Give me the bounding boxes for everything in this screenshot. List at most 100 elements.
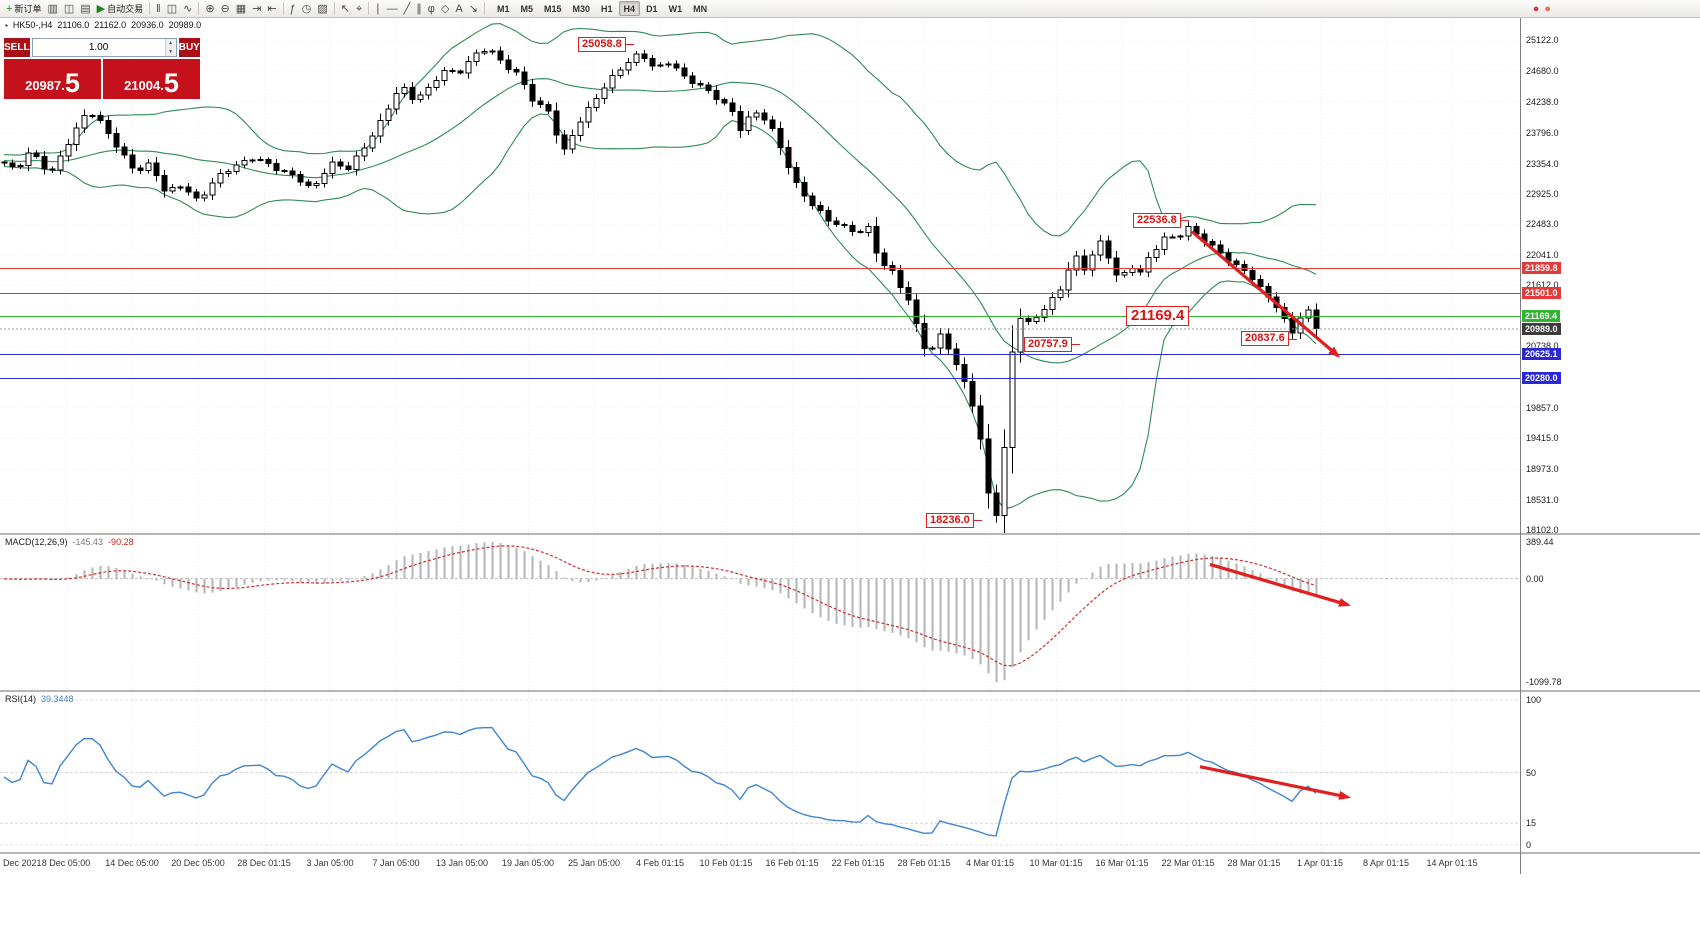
trend-arrow[interactable]: [1209, 562, 1351, 607]
trendline-button[interactable]: ╱: [402, 1, 413, 17]
market-watch-icon: ▥: [47, 2, 58, 15]
ohlc-low: 20936.0: [131, 20, 164, 30]
rsi-pane[interactable]: RSI(14) 39.3448: [0, 692, 1700, 852]
price-annotation[interactable]: 20837.6: [1241, 331, 1297, 347]
timeframe-d1[interactable]: D1: [646, 4, 658, 14]
ohlc-high: 21162.0: [94, 20, 127, 30]
periods-button[interactable]: ◷: [300, 1, 314, 17]
notification-icon[interactable]: ●: [1544, 2, 1551, 15]
price-tick: 23354.0: [1526, 158, 1559, 169]
level-price-label: 20280.0: [1522, 372, 1561, 385]
horizontal-line-button[interactable]: ―: [385, 1, 400, 17]
price-annotation[interactable]: 21169.4: [1126, 306, 1190, 327]
market-watch-button[interactable]: ▥: [45, 1, 59, 17]
price-tick: 19415.0: [1526, 433, 1559, 444]
line-chart-button[interactable]: ∿: [181, 1, 194, 17]
cursor-button[interactable]: ↖: [339, 1, 352, 17]
data-window-icon: ◫: [63, 2, 75, 15]
plus-icon: +: [6, 2, 13, 15]
timeframe-h4[interactable]: H4: [618, 1, 641, 16]
new-order-button-label: 新订单: [14, 3, 42, 14]
price-annotation[interactable]: 20757.9: [1024, 336, 1080, 352]
main-chart-surface[interactable]: [0, 18, 1521, 533]
bar-chart-icon: ‖: [156, 2, 161, 15]
text-button[interactable]: A: [453, 1, 464, 17]
volume-up-button[interactable]: ▲: [165, 39, 176, 48]
shapes-icon: ◇: [440, 2, 450, 15]
rsi-tick: 100: [1526, 694, 1542, 705]
trend-arrow[interactable]: [1190, 230, 1341, 358]
timeframe-mn[interactable]: MN: [693, 4, 708, 14]
macd-signal-line: [3, 545, 1317, 667]
zoom-in-button[interactable]: ⊕: [203, 1, 216, 17]
rsi-tick: 15: [1526, 818, 1537, 829]
tile-windows-icon: ▦: [235, 2, 247, 15]
navigator-button[interactable]: ▤: [78, 1, 92, 17]
candlestick-chart-button[interactable]: ◫: [165, 1, 179, 17]
tile-windows-button[interactable]: ▦: [234, 1, 248, 17]
community-icon[interactable]: ●: [1532, 2, 1540, 15]
templates-button[interactable]: ▨: [315, 1, 329, 17]
channel-button[interactable]: ∥: [414, 1, 424, 17]
zoom-out-button[interactable]: ⊖: [219, 1, 232, 17]
navigator-icon: ▤: [80, 2, 91, 15]
time-tick-label: 8 Dec 05:00: [41, 858, 91, 868]
main-chart-pane[interactable]: ▪ HK50-,H4 21106.0 21162.0 20936.0 20989…: [0, 18, 1700, 533]
macd-pane[interactable]: MACD(12,26,9) -145.43 -90.28: [0, 535, 1700, 690]
bar-chart-button[interactable]: ‖: [154, 1, 163, 17]
macd-main-value: -145.43: [72, 537, 104, 547]
price-tick: 23796.0: [1526, 127, 1559, 138]
timeframe-m30[interactable]: M30: [572, 4, 591, 14]
crosshair-button[interactable]: ⌖: [354, 1, 364, 17]
buy-price[interactable]: 21004. 5: [103, 59, 200, 99]
pane-splitter[interactable]: [0, 533, 1700, 535]
chart-shift-button[interactable]: ⇤: [265, 1, 278, 17]
price-axis[interactable]: 25122.0 24680.0 24238.0 23796.0 23354.0 22925…: [1521, 0, 1700, 940]
bollinger-upper-line: [3, 23, 1317, 237]
macd-label: MACD(12,26,9) -145.43 -90.28: [5, 537, 134, 547]
zoom-out-icon: ⊖: [220, 2, 230, 15]
trend-arrow[interactable]: [1199, 765, 1351, 800]
macd-surface[interactable]: [0, 535, 1521, 690]
volume-input[interactable]: [32, 39, 165, 56]
toolbar-separator: [198, 2, 200, 15]
data-window-button[interactable]: ◫: [62, 1, 76, 17]
sell-price[interactable]: 20987. 5: [4, 59, 101, 99]
time-tick-label: 3 Jan 05:00: [306, 858, 354, 868]
rsi-tick: 50: [1526, 767, 1537, 778]
timeframe-h1[interactable]: H1: [601, 4, 613, 14]
sell-button[interactable]: SELL: [4, 38, 30, 57]
shapes-button[interactable]: ◇: [439, 1, 451, 17]
price-tick: 21612.0: [1526, 280, 1559, 291]
new-order-button[interactable]: + 新订单: [4, 1, 43, 17]
time-tick-label: 25 Jan 05:00: [567, 858, 621, 868]
rsi-surface[interactable]: [0, 692, 1521, 852]
buy-button[interactable]: BUY: [178, 38, 200, 57]
timeframe-w1[interactable]: W1: [668, 4, 683, 14]
time-tick-label: 13 Jan 05:00: [435, 858, 489, 868]
auto-scroll-button[interactable]: ⇥: [250, 1, 263, 17]
arrows-button[interactable]: ↘: [467, 1, 480, 17]
time-tick-label: 28 Feb 01:15: [897, 858, 951, 868]
timeframe-m1[interactable]: M1: [496, 4, 510, 14]
timeframe-m15[interactable]: M15: [544, 4, 562, 14]
time-axis[interactable]: Dec 2021 8 Dec 05:00 14 Dec 05:00 20 Dec 05…: [0, 854, 1520, 874]
price-annotation[interactable]: 18236.0: [926, 512, 982, 528]
channel-icon: ∥: [416, 2, 422, 15]
rsi-name: RSI(14): [5, 694, 37, 704]
price-annotation[interactable]: 22536.8: [1133, 212, 1189, 228]
time-tick-label: 16 Feb 01:15: [765, 858, 819, 868]
indicators-button[interactable]: ƒ: [288, 1, 298, 17]
timeframe-m5[interactable]: M5: [520, 4, 533, 14]
macd-histogram: [3, 541, 1318, 683]
arrow-icon: ↘: [468, 2, 478, 15]
volume-down-button[interactable]: ▼: [165, 47, 176, 56]
vertical-line-button[interactable]: ∣: [373, 1, 383, 17]
price-annotation[interactable]: 25058.8: [578, 36, 634, 52]
pane-splitter[interactable]: [0, 852, 1700, 854]
volume-spinner: ▲ ▼: [164, 39, 176, 56]
pane-splitter[interactable]: [0, 690, 1700, 692]
fibonacci-button[interactable]: φ: [426, 1, 437, 17]
auto-trading-button[interactable]: ▶ 自动交易: [95, 1, 145, 17]
